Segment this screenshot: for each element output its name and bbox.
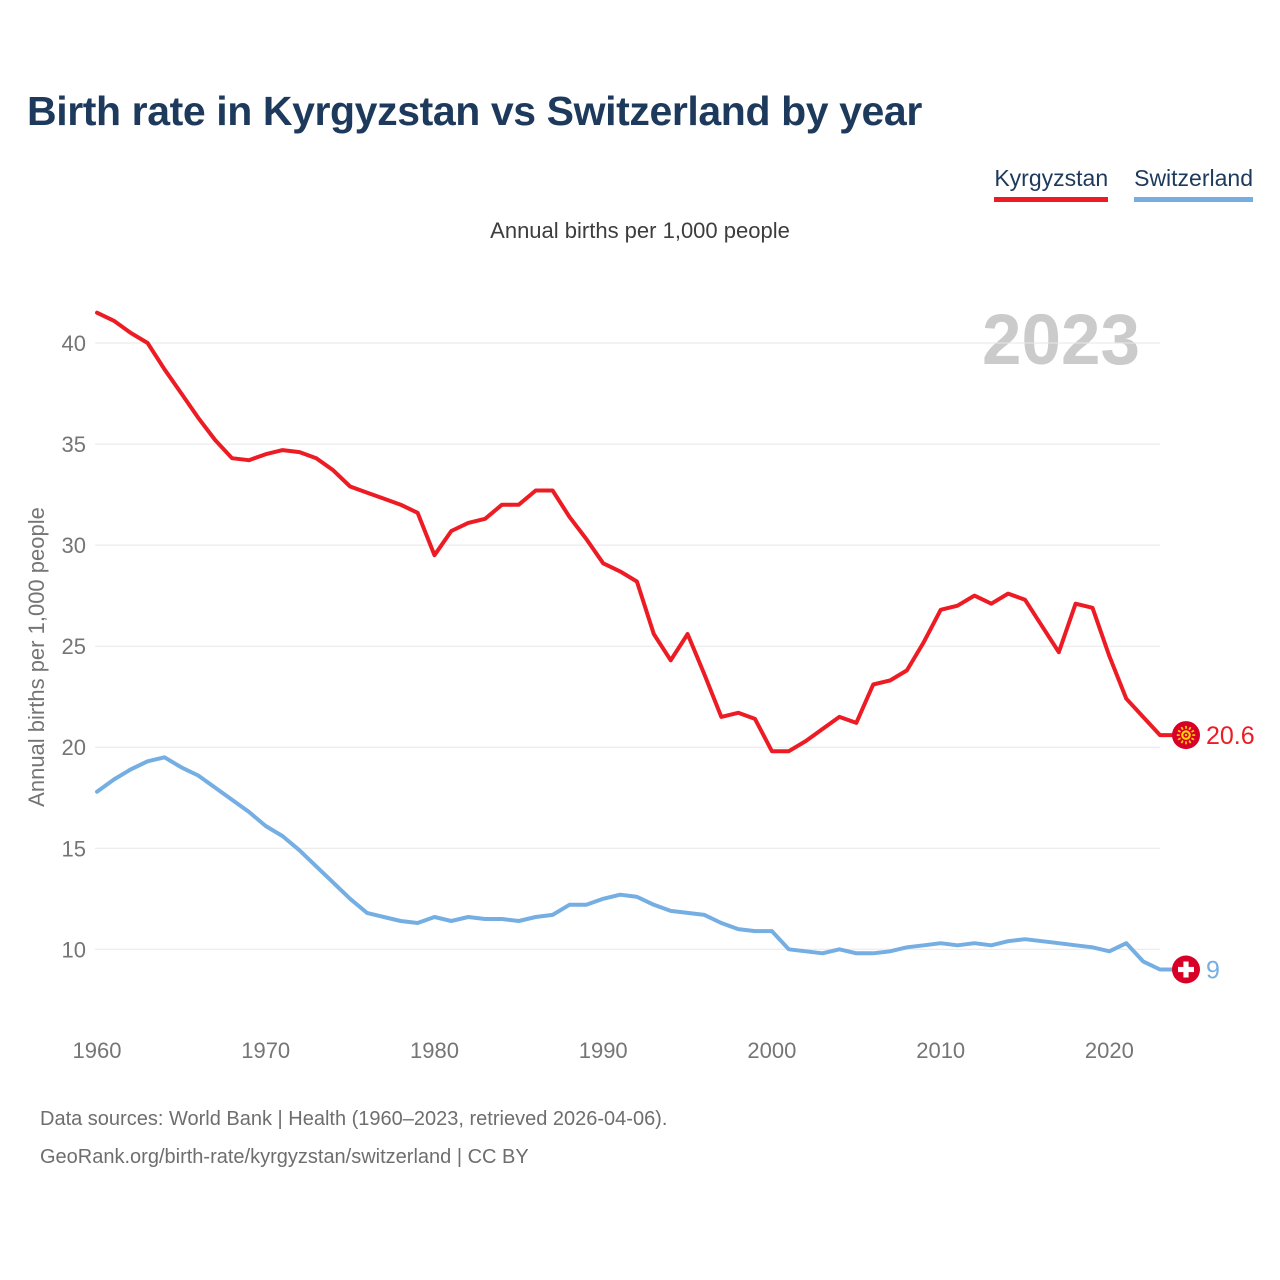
x-tick-label: 1970 — [241, 1038, 290, 1063]
y-tick-label: 20 — [62, 735, 86, 760]
x-tick-label: 1990 — [579, 1038, 628, 1063]
y-tick-label: 25 — [62, 634, 86, 659]
switzerland-end-value-label: 9 — [1206, 957, 1220, 985]
legend: Kyrgyzstan Switzerland — [994, 165, 1253, 202]
x-tick-label: 1960 — [73, 1038, 122, 1063]
y-tick-label: 15 — [62, 836, 86, 861]
kyrgyzstan-flag-icon — [1176, 725, 1196, 745]
kyrgyzstan-end-marker[interactable] — [1172, 721, 1200, 750]
legend-item-switzerland[interactable]: Switzerland — [1134, 165, 1253, 202]
y-tick-label: 40 — [62, 331, 86, 356]
x-tick-label: 1980 — [410, 1038, 459, 1063]
kyrgyzstan-end-value-label: 20.6 — [1206, 722, 1255, 750]
y-tick-label: 10 — [62, 937, 86, 962]
x-tick-label: 2000 — [747, 1038, 796, 1063]
kyrgyzstan-line[interactable] — [95, 310, 1188, 754]
y-tick-label: 35 — [62, 432, 86, 457]
switzerland-end-marker[interactable] — [1172, 955, 1200, 984]
legend-item-kyrgyzstan[interactable]: Kyrgyzstan — [994, 165, 1109, 202]
switzerland-flag-icon — [1178, 961, 1194, 978]
y-axis-title: Annual births per 1,000 people — [24, 507, 49, 807]
footer-sources-line: Data sources: World Bank | Health (1960–… — [40, 1108, 668, 1130]
footer-attribution-line: GeoRank.org/birth-rate/kyrgyzstan/switze… — [40, 1146, 529, 1168]
page-title: Birth rate in Kyrgyzstan vs Switzerland … — [27, 88, 922, 134]
switzerland-line[interactable] — [95, 755, 1188, 972]
watermark-year: 2023 — [982, 301, 1140, 380]
y-tick-label: 30 — [62, 533, 86, 558]
x-tick-label: 2020 — [1085, 1038, 1134, 1063]
x-tick-label: 2010 — [916, 1038, 965, 1063]
chart-subtitle: Annual births per 1,000 people — [490, 218, 790, 243]
footer: Data sources: World Bank | Health (1960–… — [40, 1100, 667, 1176]
